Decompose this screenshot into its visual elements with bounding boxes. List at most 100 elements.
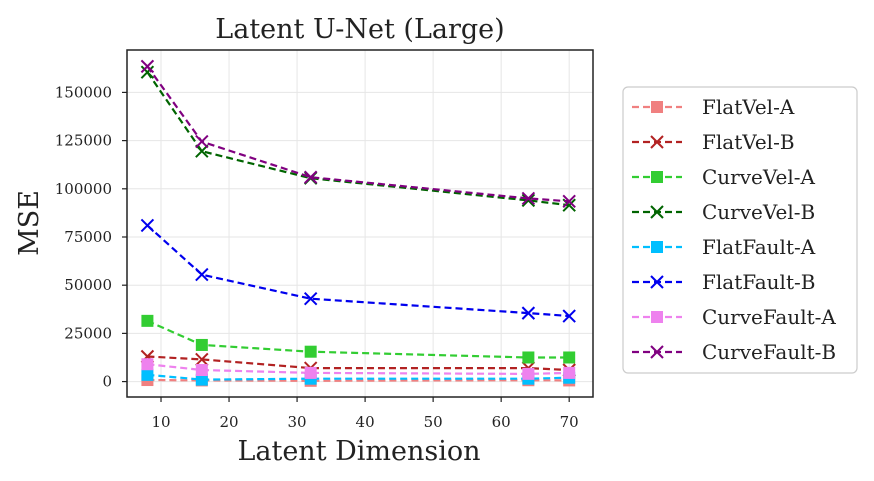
series-line-curvevel-b [146,71,570,207]
data-point-curvevel-b [195,144,209,158]
legend-item-flatfault-b: FlatFault-B [632,270,815,294]
series-line-curvefault-b [146,65,570,203]
marker-stroke [650,275,664,289]
legend-label: CurveFault-B [702,340,836,364]
data-point-curvefault-a [563,366,576,379]
marker-stroke [303,170,318,184]
legend-marker [650,205,664,219]
legend: FlatVel-A FlatVel-B CurveVel-A CurveVel-B Fl… [622,86,858,374]
legend-marker [651,101,663,113]
series-line-curvefault-a [147,363,570,376]
data-point-flatfault-b [140,218,155,233]
data-point-curvefault-b [303,170,318,184]
legend-item-flatvel-b: FlatVel-B [632,130,795,154]
series-line-flatfault-a [147,373,570,381]
series-curvevel-a [141,314,576,364]
data-point-curvevel-a [195,338,208,351]
y-tick-label: 150000 [55,83,112,101]
x-tick-label: 60 [492,413,511,431]
data-point-flatfault-a [195,373,208,386]
data-point-flatfault-b [303,291,318,306]
axis-ticks: 10 20 30 40 50 60 70 0 25000 50000 75000 100000 1250… [55,83,579,431]
x-tick-label: 40 [356,413,375,431]
legend-label: CurveFault-A [702,305,836,329]
marker-stroke [140,218,155,233]
marker-stroke [521,306,536,320]
marker-stroke [562,198,576,212]
marker-stroke [195,267,209,282]
y-tick-label: 25000 [64,324,112,342]
legend-item-flatfault-a: FlatFault-A [632,235,816,259]
marker-stroke [140,65,155,79]
data-point-curvevel-a [304,345,317,358]
marker-stroke [650,345,664,359]
legend-item-curvevel-b: CurveVel-B [632,200,815,224]
series-curvevel-b [140,65,576,212]
plot-frame [126,49,594,398]
data-point-curvefault-b [140,59,155,74]
data-point-curvefault-a [304,366,317,379]
data-point-curvevel-a [563,351,576,364]
data-point-curvevel-b [140,65,155,79]
data-point-curvefault-b [195,134,209,149]
marker-stroke [562,194,576,209]
legend-marker [650,275,664,289]
data-point-curvefault-a [522,367,535,380]
legend-marker [650,345,664,359]
marker-stroke [195,134,209,149]
x-tick-label: 10 [151,413,170,431]
series-line-flatvel-a [147,378,570,382]
legend-label: FlatFault-B [702,270,815,294]
legend-label: FlatVel-B [702,130,795,154]
y-tick-label: 125000 [55,132,112,150]
series-layer [140,59,576,387]
data-point-flatfault-a [141,368,154,381]
data-point-flatfault-b [521,306,536,320]
data-point-curvefault-b [521,191,536,206]
grid [127,50,593,397]
marker-stroke [521,193,536,208]
legend-item-curvefault-a: CurveFault-A [632,305,836,329]
marker-stroke [562,309,576,323]
legend-item-curvevel-a: CurveVel-A [632,165,815,189]
x-tick-label: 50 [424,413,443,431]
legend-label: FlatVel-A [702,95,795,119]
y-tick-label: 100000 [55,180,112,198]
legend-marker [651,171,663,183]
marker-stroke [140,59,155,74]
marker-stroke [650,135,664,149]
data-point-flatvel-b [195,352,209,367]
marker-stroke [195,352,209,367]
series-curvefault-b [140,59,576,209]
series-line-flatvel-b [147,355,570,372]
marker-stroke [195,144,209,158]
marker-stroke [650,205,664,219]
series-line-curvevel-a [146,319,570,359]
series-curvefault-a [141,358,576,380]
legend-item-curvefault-b: CurveFault-B [632,340,836,364]
data-point-curvefault-b [562,194,576,209]
legend-box [622,86,858,374]
y-axis-title: MSE [14,190,45,256]
y-tick-label: 75000 [64,228,112,246]
series-flatfault-b [140,218,576,323]
x-tick-label: 70 [560,413,579,431]
data-point-flatfault-b [562,309,576,323]
data-point-curvevel-a [141,314,154,327]
marker-stroke [521,191,536,206]
data-point-curvefault-a [141,358,154,371]
data-point-curvevel-a [522,351,535,364]
legend-item-flatvel-a: FlatVel-A [632,95,795,119]
data-point-curvevel-b [521,193,536,208]
marker-stroke [303,291,318,306]
y-tick-label: 50000 [64,276,112,294]
legend-marker [650,135,664,149]
legend-marker [651,311,663,323]
data-point-curvefault-a [195,364,208,377]
legend-label: CurveVel-A [702,165,815,189]
series-line-flatfault-b [146,224,570,318]
data-point-flatfault-b [195,267,209,282]
x-tick-label: 20 [219,413,238,431]
y-tick-label: 0 [102,373,112,391]
